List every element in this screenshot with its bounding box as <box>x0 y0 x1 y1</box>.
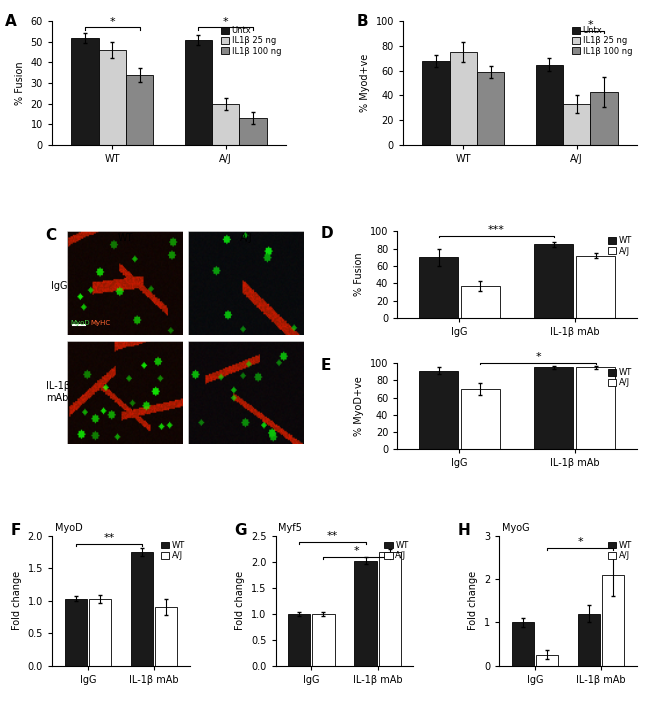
Y-axis label: % Myod+ve: % Myod+ve <box>360 54 370 113</box>
Bar <box>602 575 625 666</box>
Legend: WT, A/J: WT, A/J <box>607 540 633 561</box>
Bar <box>450 52 477 145</box>
Bar <box>534 367 573 450</box>
Text: *: * <box>354 546 359 556</box>
Bar <box>354 561 377 666</box>
Y-axis label: % MyoD+ve: % MyoD+ve <box>354 377 364 436</box>
Text: *: * <box>577 537 583 547</box>
Legend: Untx, IL1β 25 ng, IL1β 100 ng: Untx, IL1β 25 ng, IL1β 100 ng <box>220 25 282 57</box>
Text: WT: WT <box>117 233 133 243</box>
Text: *: * <box>110 17 115 27</box>
Bar <box>577 367 615 450</box>
Text: *: * <box>588 21 593 30</box>
Bar <box>536 655 558 666</box>
Text: G: G <box>234 523 246 538</box>
Text: IgG: IgG <box>51 281 67 291</box>
Text: A: A <box>5 14 17 29</box>
Text: H: H <box>458 523 471 538</box>
Bar <box>126 75 153 145</box>
Bar <box>99 50 126 145</box>
Bar <box>212 104 239 145</box>
Bar <box>536 64 563 145</box>
Text: B: B <box>356 14 368 29</box>
Y-axis label: Fold change: Fold change <box>468 571 478 630</box>
Text: *: * <box>223 17 228 27</box>
Text: E: E <box>320 358 331 372</box>
Legend: WT, A/J: WT, A/J <box>160 540 186 561</box>
Legend: Untx, IL1β 25 ng, IL1β 100 ng: Untx, IL1β 25 ng, IL1β 100 ng <box>571 25 633 57</box>
Text: A/J: A/J <box>240 233 252 243</box>
Bar <box>419 371 458 450</box>
Bar <box>288 614 311 666</box>
Legend: WT, A/J: WT, A/J <box>607 236 633 256</box>
Bar <box>155 607 177 666</box>
Text: MyHC: MyHC <box>91 320 111 326</box>
Bar <box>185 40 212 145</box>
Y-axis label: Fold change: Fold change <box>12 571 22 630</box>
Text: C: C <box>46 228 57 243</box>
Bar <box>419 258 458 318</box>
Bar <box>64 599 87 666</box>
Legend: WT, A/J: WT, A/J <box>384 540 410 561</box>
Bar <box>131 552 153 666</box>
Bar <box>477 72 504 145</box>
Text: MyoD: MyoD <box>70 320 90 326</box>
Y-axis label: % Fusion: % Fusion <box>354 253 364 297</box>
Bar <box>72 38 99 145</box>
Text: IL-1β
mAb: IL-1β mAb <box>46 382 70 403</box>
Text: MyoG: MyoG <box>502 523 529 533</box>
Y-axis label: Fold change: Fold change <box>235 571 246 630</box>
Text: MyoD: MyoD <box>55 523 83 533</box>
Bar <box>88 599 111 666</box>
Bar <box>512 622 534 666</box>
Text: F: F <box>10 523 21 538</box>
Bar <box>577 256 615 318</box>
Bar <box>378 552 401 666</box>
Text: Myf5: Myf5 <box>278 523 302 533</box>
Text: D: D <box>320 227 333 241</box>
Bar <box>461 286 500 318</box>
Bar <box>422 61 450 145</box>
Legend: WT, A/J: WT, A/J <box>607 367 633 388</box>
Text: *: * <box>535 353 541 362</box>
Bar <box>461 389 500 450</box>
Text: **: ** <box>327 532 338 542</box>
Text: ***: *** <box>488 225 504 235</box>
Bar <box>578 614 601 666</box>
Bar <box>239 118 266 145</box>
Text: **: ** <box>103 533 114 543</box>
Bar <box>312 614 335 666</box>
Y-axis label: % Fusion: % Fusion <box>15 62 25 105</box>
Bar <box>563 104 590 145</box>
Bar <box>590 92 618 145</box>
Bar <box>534 244 573 318</box>
